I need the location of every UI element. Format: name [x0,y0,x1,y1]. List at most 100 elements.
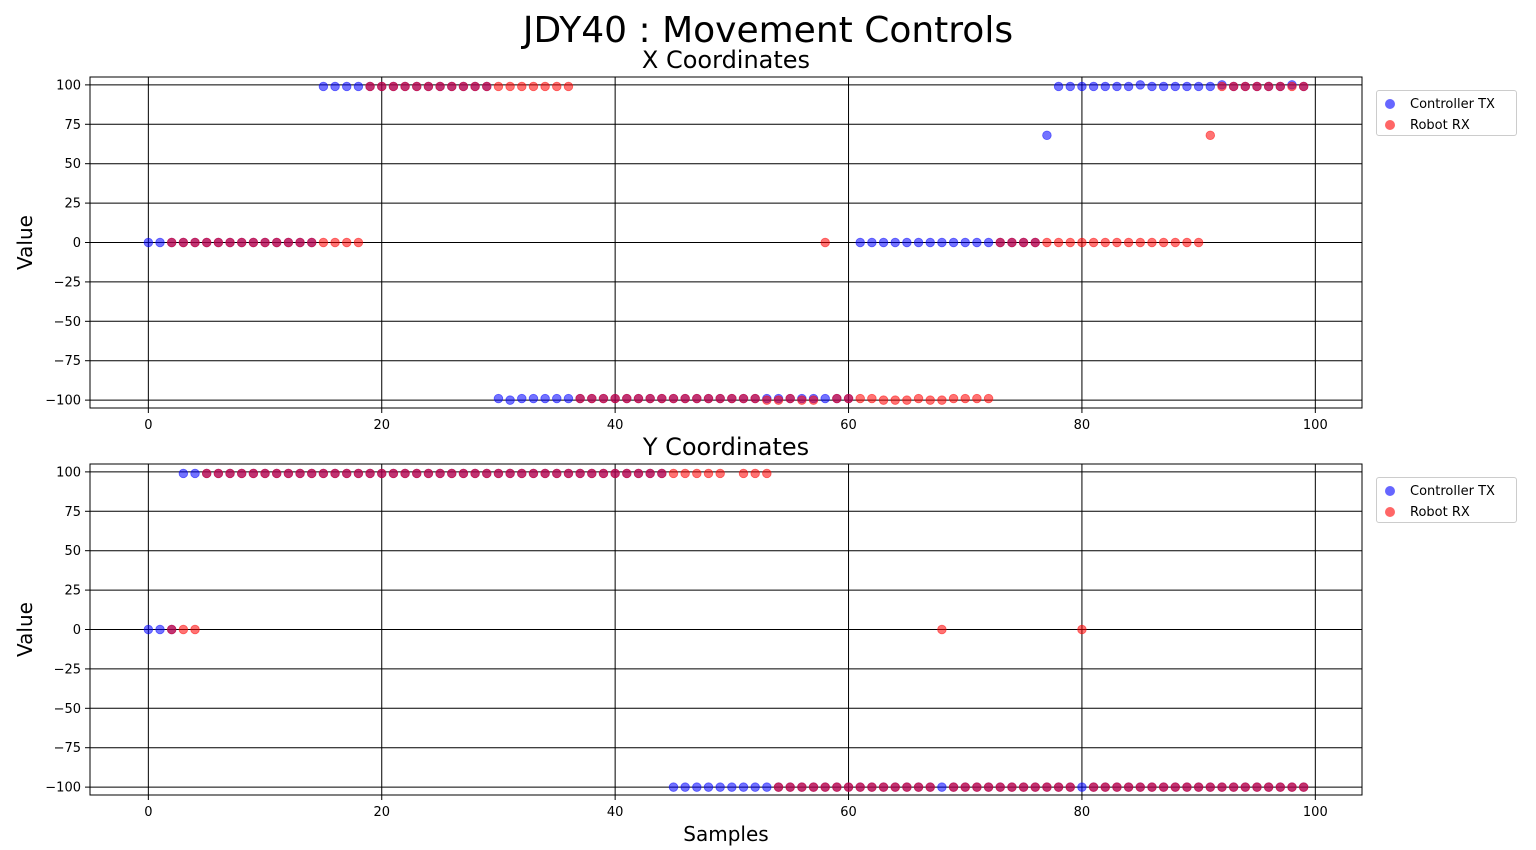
y-tick-label: 50 [64,544,81,559]
robot-rx-point [890,395,900,405]
legend-label-robot: Robot RX [1410,117,1470,133]
robot-rx-point [1147,237,1157,248]
controller-tx-point [890,237,900,248]
robot-rx-point [1217,782,1227,792]
x-tick-label: 40 [607,418,624,433]
robot-rx-point [867,393,877,404]
y-tick-label: −75 [54,741,81,756]
robot-rx-point [458,468,469,479]
robot-rx-point [330,468,340,479]
robot-rx-point [587,393,597,404]
robot-rx-point [1100,782,1110,792]
robot-rx-point [633,468,644,479]
robot-rx-point [412,81,422,92]
robot-rx-point [1205,782,1215,792]
controller-tx-point [902,237,912,248]
robot-rx-point [190,624,200,635]
legend-item-controller: Controller TX [1385,481,1495,501]
robot-rx-point [178,624,189,635]
robot-rx-point [1275,782,1286,792]
robot-rx-point [622,393,632,404]
robot-rx-point [1030,782,1040,792]
controller-tx-point [1042,130,1052,141]
robot-rx-point [657,393,667,404]
robot-rx-point [820,782,830,792]
robot-rx-point [330,237,340,248]
robot-rx-point [365,468,375,479]
controller-tx-point [155,624,165,635]
controller-tx-point [1135,80,1145,90]
robot-rx-point [225,237,235,248]
controller-tx-point [738,782,749,792]
controller-tx-point [330,81,340,92]
robot-rx-point [972,782,982,792]
robot-rx-point [832,393,842,404]
robot-rx-point [1042,237,1052,248]
controller-tx-point [1193,81,1204,92]
robot-rx-point [937,624,947,635]
y-tick-label: 100 [56,78,81,93]
controller-tx-point [855,237,865,248]
robot-rx-point [283,237,294,248]
robot-rx-point [435,468,445,479]
robot-rx-point [1228,81,1239,92]
controller-marker-icon [1385,486,1395,496]
controller-tx-point [143,624,154,635]
robot-rx-point [762,468,772,479]
robot-rx-point [598,393,609,404]
robot-rx-point [1018,237,1029,248]
y-coordinates-title: Y Coordinates [642,433,810,461]
robot-rx-point [1112,237,1122,248]
y-tick-label: −25 [54,662,81,677]
robot-rx-point [1193,782,1204,792]
controller-tx-point [190,468,200,479]
robot-rx-point [505,468,515,479]
robot-rx-point [1088,782,1099,792]
controller-tx-point [680,782,690,792]
robot-rx-point [785,782,795,792]
robot-rx-point [1287,782,1297,792]
robot-rx-point [1170,782,1180,792]
robot-rx-point [960,393,970,404]
controller-tx-point [540,393,550,404]
y-tick-label: 75 [64,505,81,520]
robot-rx-point [423,81,434,92]
legend-item-robot: Robot RX [1385,502,1470,522]
robot-rx-point [750,468,760,479]
controller-tx-point [960,237,970,248]
robot-rx-point [307,468,317,479]
robot-rx-point [843,393,854,404]
robot-rx-point [575,468,585,479]
robot-rx-point [528,81,539,92]
legend-top: Controller TX Robot RX [1376,90,1517,136]
robot-rx-point [388,81,399,92]
robot-rx-point [925,782,935,792]
robot-rx-point [983,393,994,404]
robot-rx-point [482,468,492,479]
robot-rx-point [913,393,924,404]
robot-rx-point [295,468,305,479]
robot-rx-point [1170,237,1180,248]
robot-rx-point [1252,782,1262,792]
x-tick-label: 20 [373,418,390,433]
robot-marker-icon [1385,507,1395,517]
robot-rx-point [1287,81,1297,92]
controller-tx-point [178,468,189,479]
legend-label-controller: Controller TX [1410,96,1495,112]
robot-rx-point [738,393,749,404]
robot-rx-point [388,468,399,479]
robot-rx-point [820,237,830,248]
controller-tx-point [762,782,772,792]
robot-rx-point [540,468,550,479]
robot-rx-point [458,81,469,92]
robot-rx-point [1088,237,1099,248]
robot-rx-point [1065,237,1075,248]
y-tick-label: 100 [56,465,81,480]
robot-rx-point [493,468,504,479]
robot-rx-point [1042,782,1052,792]
robot-rx-point [680,468,690,479]
robot-rx-point [540,81,550,92]
controller-tx-point [703,782,714,792]
y-axis-label: Value [13,602,37,657]
